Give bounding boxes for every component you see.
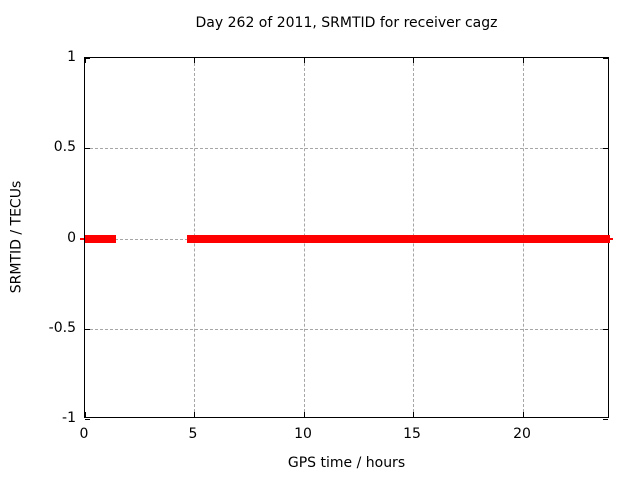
y-gridline [85, 148, 608, 149]
y-tick-label: -0.5 [48, 320, 76, 336]
y-tick-mark [85, 58, 90, 59]
x-tick-label: 5 [188, 426, 198, 442]
x-tick-mark [413, 58, 414, 63]
chart-title: Day 262 of 2011, SRMTID for receiver cag… [195, 15, 498, 31]
data-line-segment [187, 235, 610, 243]
data-line-overshoot-right [609, 238, 613, 240]
x-tick-mark [194, 58, 195, 63]
x-tick-label: 10 [294, 426, 312, 442]
data-line-segment [85, 235, 116, 243]
x-tick-mark [413, 412, 414, 417]
x-tick-mark [85, 412, 86, 417]
y-tick-mark [85, 148, 90, 149]
y-axis-label: SRMTID / TECUs [8, 180, 25, 294]
x-axis-label: GPS time / hours [287, 455, 406, 471]
x-tick-mark [304, 58, 305, 63]
x-tick-mark [304, 412, 305, 417]
y-tick-label: 0 [67, 230, 76, 246]
x-tick-label: 0 [79, 426, 89, 442]
y-tick-mark [603, 419, 608, 420]
y-tick-mark [85, 419, 90, 420]
x-tick-mark [194, 412, 195, 417]
x-tick-label: 15 [403, 426, 421, 442]
y-tick-mark [603, 148, 608, 149]
y-tick-mark [85, 329, 90, 330]
y-tick-mark [603, 329, 608, 330]
x-tick-mark [523, 412, 524, 417]
x-tick-label: 20 [513, 426, 531, 442]
x-tick-mark [523, 58, 524, 63]
data-line-overshoot-left [80, 238, 84, 240]
y-gridline [85, 329, 608, 330]
y-tick-mark [603, 58, 608, 59]
x-tick-mark [85, 58, 86, 63]
plot-area [80, 57, 613, 420]
y-tick-label: 0.5 [53, 139, 76, 155]
y-tick-label: -1 [62, 410, 76, 426]
y-tick-label: 1 [67, 49, 76, 65]
